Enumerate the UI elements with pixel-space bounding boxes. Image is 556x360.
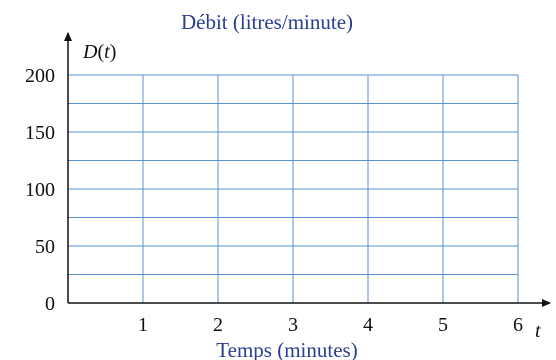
y-tick-label: 200 [25, 65, 55, 87]
x-tick-label: 2 [213, 314, 223, 336]
grid-layer [68, 74, 519, 303]
x-axis-title: Temps (minutes) [216, 338, 357, 360]
x-tick-label: 3 [288, 314, 298, 336]
y-axis-variable-label: D(t) [82, 41, 116, 63]
y-tick-label: 100 [25, 179, 55, 201]
x-tick-label: 4 [363, 314, 373, 336]
y-tick-label: 150 [25, 122, 55, 144]
x-axis-variable-label: t [535, 320, 541, 342]
labels-layer: 0 50 100 150 200 1 2 3 4 5 6 [25, 65, 523, 336]
y-tick-label: 0 [45, 293, 55, 315]
y-tick-label: 50 [35, 236, 55, 258]
chart-title: Débit (litres/minute) [181, 10, 353, 34]
x-tick-label: 6 [513, 314, 523, 336]
x-tick-label: 1 [138, 314, 148, 336]
x-tick-label: 5 [438, 314, 448, 336]
axes-layer [64, 32, 551, 307]
